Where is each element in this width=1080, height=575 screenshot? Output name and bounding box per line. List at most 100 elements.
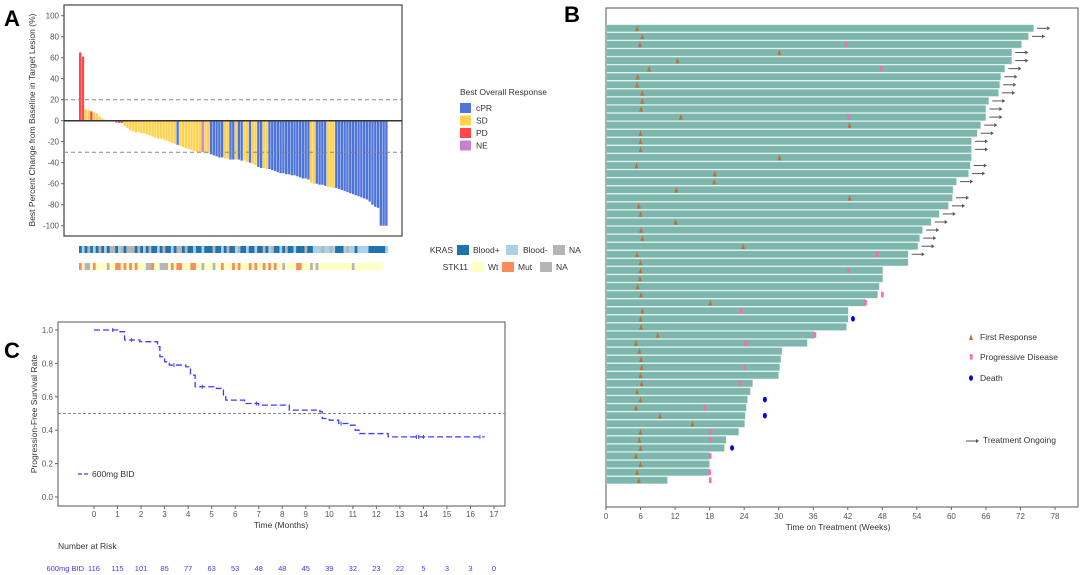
- bar-SD: [123, 120, 126, 126]
- track-cell-stk11: [271, 263, 275, 270]
- track-cell-stk11: [279, 263, 283, 270]
- bar-cPR: [382, 120, 385, 226]
- bar-SD: [92, 112, 96, 121]
- ongoing-arrow-head-icon: [984, 147, 988, 152]
- first-response-marker: [647, 65, 652, 72]
- track-cell-stk11: [343, 263, 347, 270]
- treatment-bar: [606, 298, 866, 307]
- track-cell-kras: [307, 246, 311, 253]
- x-tick-label: 60: [947, 512, 956, 521]
- bar-SD: [151, 120, 154, 137]
- track-cell-stk11: [251, 263, 255, 270]
- track-cell-kras: [368, 246, 372, 253]
- track-cell-kras: [223, 246, 227, 253]
- bar-cPR: [335, 120, 338, 188]
- track-cell-stk11: [312, 263, 316, 270]
- first-response-marker: [637, 41, 642, 48]
- progressive-disease-marker: [708, 437, 712, 443]
- x-tick-label: 10: [325, 510, 334, 519]
- track-cell-stk11: [218, 263, 222, 270]
- x-tick-label: 2: [139, 510, 144, 519]
- y-tick-label: 100: [46, 12, 60, 21]
- legend-label-cPR: cPR: [476, 103, 492, 113]
- bar-PD: [117, 120, 121, 123]
- ongoing-arrow-head-icon: [1012, 90, 1016, 95]
- progressive-disease-marker: [881, 291, 884, 298]
- first-response-marker: [636, 477, 641, 484]
- first-response-marker: [638, 210, 643, 217]
- track-cell-kras: [143, 246, 147, 253]
- track-cell-stk11: [117, 263, 121, 270]
- track-cell-stk11: [307, 263, 311, 270]
- risk-value: 0: [492, 564, 496, 573]
- track-cell-kras: [343, 246, 347, 253]
- track-cell-kras: [182, 246, 185, 253]
- treatment-bar: [606, 177, 957, 186]
- treatment-bar: [606, 153, 972, 162]
- bar-cPR: [385, 120, 388, 226]
- first-response-marker: [639, 227, 644, 233]
- treatment-bar: [606, 97, 990, 105]
- track-cell-stk11: [321, 263, 325, 270]
- bar-SD: [145, 120, 149, 135]
- ongoing-arrow-head-icon: [936, 228, 940, 233]
- track-cell-kras: [259, 246, 263, 253]
- track-cell-stk11: [112, 263, 116, 270]
- bar-cPR: [232, 120, 235, 160]
- bar-SD: [143, 120, 146, 134]
- track-cell-stk11: [360, 263, 364, 270]
- track-cell-kras: [354, 246, 358, 253]
- treatment-bar: [606, 201, 949, 210]
- first-response-marker: [712, 178, 717, 185]
- treatment-bar: [606, 56, 1013, 65]
- bar-cPR: [298, 120, 302, 178]
- treatment-bar: [606, 226, 923, 234]
- track-cell-kras: [279, 246, 283, 253]
- x-tick-label: 0: [92, 510, 97, 519]
- track-cell-stk11: [265, 263, 269, 270]
- first-response-marker: [638, 444, 643, 451]
- risk-value: 22: [396, 564, 404, 573]
- track-cell-kras: [198, 246, 202, 253]
- bar-cPR: [346, 120, 349, 193]
- track-cell-stk11: [92, 263, 96, 270]
- bar-SD: [84, 109, 87, 121]
- track-cell-stk11: [332, 263, 336, 270]
- track-cell-stk11: [104, 263, 108, 270]
- track-cell-kras: [282, 246, 286, 253]
- bar-SD: [170, 120, 174, 143]
- track-cell-stk11: [365, 263, 369, 270]
- first-response-marker: [741, 243, 746, 249]
- first-response-marker: [638, 372, 643, 379]
- bar-cPR: [321, 120, 324, 185]
- panel-label-c: C: [4, 338, 20, 363]
- progressive-disease-marker: [708, 429, 712, 435]
- track-cell-kras: [187, 246, 191, 253]
- track-legend-swatch: [506, 245, 518, 255]
- track-cell-stk11: [95, 263, 99, 270]
- track-cell-kras: [120, 246, 124, 253]
- track-cell-stk11: [179, 263, 183, 270]
- bar-cPR: [362, 120, 366, 199]
- track-cell-stk11: [134, 263, 138, 270]
- track-cell-stk11: [276, 263, 280, 270]
- track-cell-kras: [287, 246, 291, 253]
- track-cell-stk11: [201, 263, 205, 270]
- treatment-bar: [606, 250, 909, 259]
- track-cell-kras: [312, 246, 316, 253]
- track-cell-stk11: [207, 263, 211, 270]
- legend-first-response-icon: [969, 334, 973, 340]
- track-cell-stk11: [243, 263, 247, 270]
- track-cell-stk11: [379, 263, 383, 270]
- bar-cPR: [285, 120, 288, 175]
- track-cell-kras: [382, 246, 386, 253]
- treatment-bar: [606, 444, 725, 452]
- track-label-stk11: STK11: [443, 262, 469, 272]
- treatment-bar: [606, 419, 745, 428]
- bar-cPR: [215, 120, 218, 157]
- track-cell-kras: [346, 246, 350, 253]
- bar-SD: [187, 120, 190, 150]
- track-cell-stk11: [129, 263, 133, 270]
- x-tick-label: 1: [115, 510, 120, 519]
- bar-PD: [90, 111, 93, 121]
